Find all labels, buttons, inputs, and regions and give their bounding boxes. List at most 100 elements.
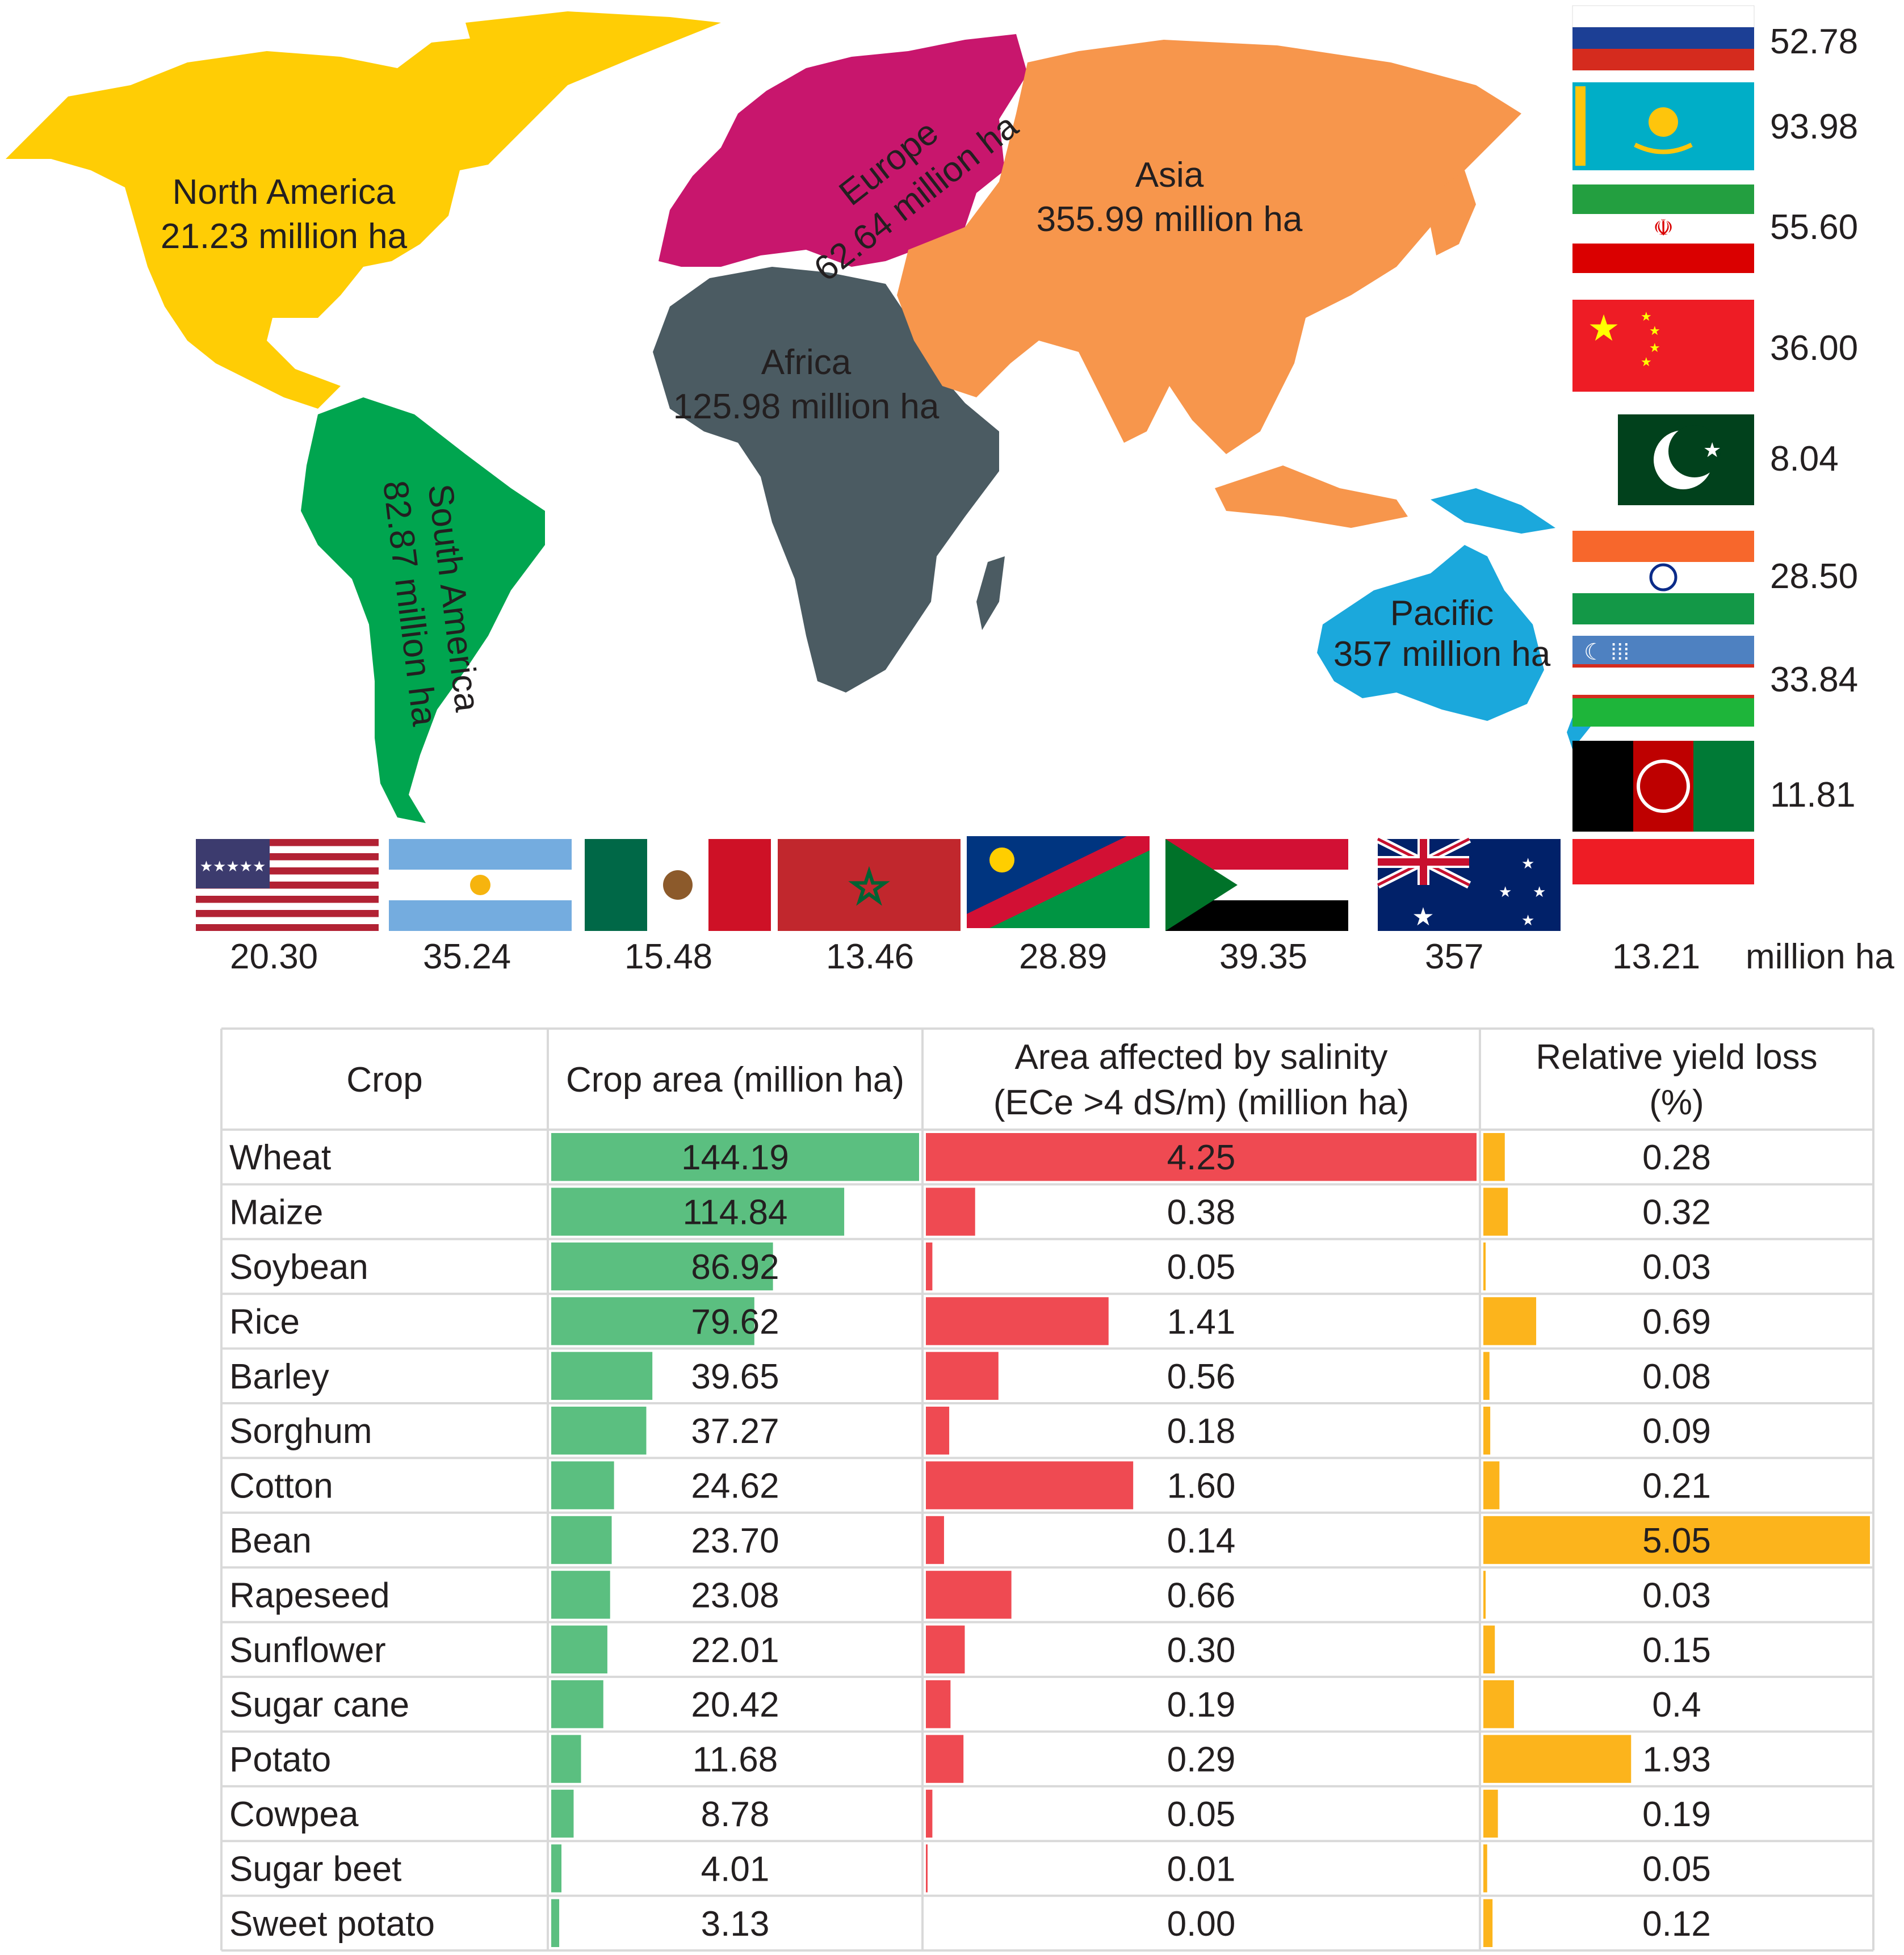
flag-value-argentina: 35.24 — [423, 937, 511, 976]
svg-text:★: ★ — [1703, 438, 1721, 462]
value-salinity-0: 4.25 — [1167, 1138, 1236, 1177]
value-yield-14: 0.12 — [1642, 1904, 1711, 1944]
svg-text:★: ★ — [1649, 341, 1660, 355]
bar-yield-8 — [1483, 1571, 1486, 1619]
crop-name-10: Sugar cane — [229, 1685, 409, 1725]
value-yield-0: 0.28 — [1642, 1138, 1711, 1177]
asia-area: 355.99 million ha — [1036, 200, 1303, 239]
value-salinity-4: 0.56 — [1167, 1357, 1236, 1396]
bar-yield-13 — [1483, 1844, 1487, 1893]
svg-text:☫: ☫ — [1653, 216, 1674, 241]
value-salinity-10: 0.19 — [1167, 1685, 1236, 1725]
north-america-label: North America 21.23 million ha — [148, 170, 420, 259]
bar-area-9 — [551, 1625, 607, 1673]
africa-label: Africa 125.98 million ha — [664, 341, 948, 429]
svg-text:★: ★ — [1499, 883, 1512, 900]
unit-label: million ha — [1746, 937, 1894, 976]
crop-name-14: Sweet potato — [229, 1904, 435, 1944]
flag-pakistan: ★ — [1572, 414, 1754, 505]
svg-text:☆: ☆ — [849, 862, 890, 912]
bar-yield-1 — [1483, 1188, 1508, 1236]
value-area-8: 23.08 — [691, 1576, 779, 1615]
south-america-landmass — [301, 397, 545, 823]
crop-name-8: Rapeseed — [229, 1576, 390, 1615]
greenland-landmass — [465, 11, 670, 85]
bar-salinity-1 — [926, 1188, 975, 1236]
flag-value-pakistan: 8.04 — [1770, 439, 1839, 479]
flag-value-kazakhstan: 93.98 — [1770, 107, 1859, 146]
asia-label: Asia 355.99 million ha — [1028, 153, 1311, 242]
svg-text:★: ★ — [1521, 912, 1534, 929]
svg-text:★: ★ — [1641, 355, 1652, 369]
bar-yield-2 — [1483, 1242, 1486, 1291]
bar-yield-7 — [1483, 1516, 1870, 1564]
flag-value-india: 28.50 — [1770, 557, 1859, 596]
value-salinity-1: 0.38 — [1167, 1193, 1236, 1232]
flag-mexico — [585, 839, 771, 931]
bar-yield-12 — [1483, 1789, 1498, 1838]
bar-yield-14 — [1483, 1899, 1493, 1947]
bar-yield-11 — [1483, 1735, 1632, 1783]
bar-yield-3 — [1483, 1297, 1537, 1345]
bar-salinity-5 — [926, 1407, 950, 1455]
value-yield-11: 1.93 — [1642, 1740, 1711, 1780]
flag-morocco: ☆ — [778, 839, 961, 931]
new-guinea-landmass — [1431, 488, 1555, 534]
flag-value-afghanistan: 11.81 — [1770, 775, 1856, 815]
svg-text:☾ ⁞⁞⁞: ☾ ⁞⁞⁞ — [1584, 640, 1629, 665]
bar-salinity-10 — [926, 1680, 951, 1729]
header-salinity-line-0: Area affected by salinity — [1014, 1038, 1387, 1077]
value-salinity-3: 1.41 — [1167, 1302, 1236, 1341]
svg-text:★: ★ — [1587, 308, 1620, 349]
crop-name-13: Sugar beet — [229, 1849, 401, 1889]
bar-salinity-8 — [926, 1571, 1012, 1619]
flag-sudan — [1165, 839, 1348, 931]
svg-text:★: ★ — [1521, 855, 1534, 872]
header-area-line-0: Crop area (million ha) — [566, 1060, 904, 1100]
flag-argentina — [389, 839, 572, 931]
value-yield-2: 0.03 — [1642, 1248, 1711, 1287]
value-salinity-6: 1.60 — [1167, 1467, 1236, 1506]
bar-area-0 — [551, 1133, 919, 1181]
japan-landmass — [1431, 170, 1476, 255]
crop-name-0: Wheat — [229, 1138, 331, 1177]
value-salinity-11: 0.29 — [1167, 1740, 1236, 1780]
flag-australia: ★ ★ ★ ★ ★ — [1375, 835, 1561, 931]
flag-value-uzbekistan: 33.84 — [1770, 660, 1859, 699]
flag-united-states: ★★★★★ — [196, 839, 379, 931]
asia-landmass — [897, 40, 1521, 454]
value-yield-3: 0.69 — [1642, 1302, 1711, 1341]
flag-value-namibia: 28.89 — [1019, 937, 1108, 976]
value-yield-12: 0.19 — [1642, 1795, 1711, 1834]
value-area-6: 24.62 — [691, 1467, 779, 1506]
madagascar-landmass — [976, 556, 1005, 630]
bar-salinity-9 — [926, 1625, 965, 1673]
north-america-name: North America — [172, 173, 396, 212]
asia-name: Asia — [1135, 156, 1204, 195]
africa-area: 125.98 million ha — [673, 387, 940, 426]
crop-name-1: Maize — [229, 1193, 323, 1232]
value-salinity-2: 0.05 — [1167, 1248, 1236, 1287]
crop-name-11: Potato — [229, 1740, 331, 1780]
bar-area-11 — [551, 1735, 581, 1783]
value-area-3: 79.62 — [691, 1302, 779, 1341]
value-area-1: 114.84 — [682, 1193, 787, 1232]
bar-yield-9 — [1483, 1625, 1495, 1673]
world-map-svg: ☫ ★ ★ ★ ★ ★ ★ ☾ ⁞⁞⁞ — [6, 5, 1755, 931]
bar-salinity-7 — [926, 1516, 944, 1564]
flag-value-iran: 55.60 — [1770, 208, 1859, 247]
value-area-11: 11.68 — [693, 1740, 778, 1780]
value-area-9: 22.01 — [691, 1631, 779, 1670]
bar-area-6 — [551, 1461, 614, 1509]
bar-salinity-4 — [926, 1352, 999, 1400]
flag-value-australia: 357 — [1425, 937, 1484, 976]
crop-name-3: Rice — [229, 1302, 300, 1341]
bar-area-12 — [551, 1789, 574, 1838]
bar-yield-4 — [1483, 1352, 1490, 1400]
bar-yield-10 — [1483, 1680, 1514, 1729]
svg-text:★: ★ — [1641, 309, 1652, 324]
value-yield-9: 0.15 — [1642, 1631, 1711, 1670]
value-yield-6: 0.21 — [1642, 1467, 1711, 1506]
